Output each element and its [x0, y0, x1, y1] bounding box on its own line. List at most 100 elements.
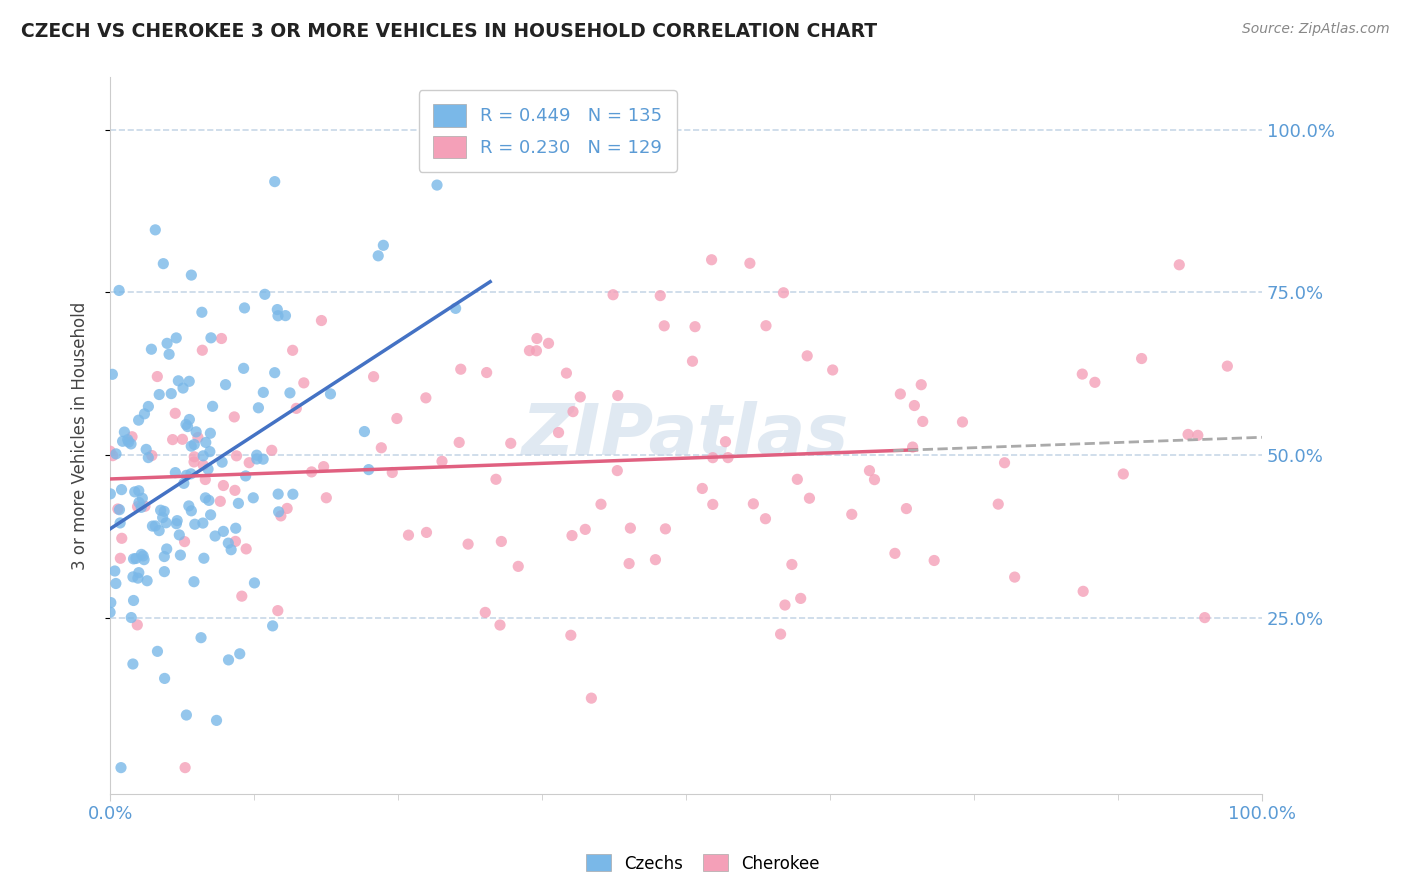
Point — [246, 448, 269, 462]
Point — [229, 647, 252, 661]
Point — [606, 464, 628, 478]
Point — [755, 318, 778, 333]
Point — [821, 363, 844, 377]
Point — [569, 390, 592, 404]
Point — [1004, 570, 1026, 584]
Point — [132, 552, 155, 566]
Point — [108, 516, 131, 530]
Point — [153, 565, 176, 579]
Point — [232, 361, 254, 376]
Point — [773, 598, 796, 612]
Point — [98, 605, 121, 619]
Point — [1194, 610, 1216, 624]
Point — [194, 473, 217, 487]
Point — [367, 249, 389, 263]
Point — [561, 528, 583, 542]
Point — [267, 309, 290, 323]
Point — [173, 534, 195, 549]
Point — [180, 504, 202, 518]
Point — [253, 287, 276, 301]
Point — [127, 618, 149, 632]
Point — [581, 691, 603, 706]
Point — [194, 491, 217, 505]
Point — [111, 434, 134, 449]
Point — [883, 546, 905, 560]
Point — [266, 302, 288, 317]
Point — [153, 504, 176, 518]
Point — [98, 444, 121, 458]
Point — [217, 536, 239, 550]
Point — [475, 366, 498, 380]
Point — [176, 419, 198, 434]
Point — [312, 459, 335, 474]
Point — [246, 452, 269, 467]
Point — [555, 366, 578, 380]
Point — [381, 466, 404, 480]
Point — [243, 575, 266, 590]
Point — [769, 627, 792, 641]
Point — [301, 465, 323, 479]
Point — [499, 436, 522, 450]
Point — [108, 502, 131, 516]
Text: ZIPatlas: ZIPatlas — [522, 401, 849, 470]
Point — [183, 437, 205, 451]
Point — [700, 252, 723, 267]
Point — [128, 566, 150, 580]
Point — [167, 374, 190, 388]
Point — [131, 548, 153, 562]
Point — [281, 487, 304, 501]
Point — [987, 497, 1010, 511]
Point — [238, 456, 260, 470]
Point — [128, 483, 150, 498]
Point — [211, 455, 233, 469]
Point — [160, 386, 183, 401]
Point — [204, 529, 226, 543]
Point — [415, 525, 437, 540]
Point — [131, 491, 153, 506]
Point — [153, 549, 176, 564]
Point — [224, 534, 246, 549]
Point — [263, 366, 285, 380]
Point — [194, 435, 217, 450]
Point — [619, 521, 641, 535]
Point — [267, 604, 290, 618]
Point — [911, 414, 934, 428]
Point — [111, 531, 134, 545]
Point — [166, 514, 188, 528]
Point — [201, 400, 224, 414]
Point — [714, 434, 737, 449]
Point — [120, 437, 142, 451]
Point — [606, 388, 628, 402]
Point — [136, 574, 159, 588]
Point — [225, 521, 247, 535]
Point — [198, 444, 221, 458]
Point — [267, 505, 290, 519]
Point — [138, 400, 160, 414]
Point — [276, 501, 298, 516]
Point — [136, 450, 159, 465]
Point — [252, 452, 274, 467]
Point — [141, 343, 163, 357]
Point — [107, 502, 129, 516]
Point — [491, 534, 513, 549]
Point — [617, 557, 640, 571]
Point — [315, 491, 337, 505]
Point — [799, 491, 821, 506]
Point — [278, 385, 301, 400]
Point — [224, 483, 246, 498]
Point — [165, 466, 187, 480]
Point — [231, 589, 253, 603]
Point — [896, 501, 918, 516]
Text: CZECH VS CHEROKEE 3 OR MORE VEHICLES IN HOUSEHOLD CORRELATION CHART: CZECH VS CHEROKEE 3 OR MORE VEHICLES IN … — [21, 22, 877, 41]
Point — [560, 628, 582, 642]
Point — [650, 288, 672, 302]
Point — [169, 548, 191, 562]
Point — [122, 593, 145, 607]
Point — [146, 644, 169, 658]
Point — [430, 454, 453, 468]
Point — [149, 503, 172, 517]
Point — [702, 497, 724, 511]
Point — [197, 462, 219, 476]
Point — [644, 552, 666, 566]
Point — [683, 319, 706, 334]
